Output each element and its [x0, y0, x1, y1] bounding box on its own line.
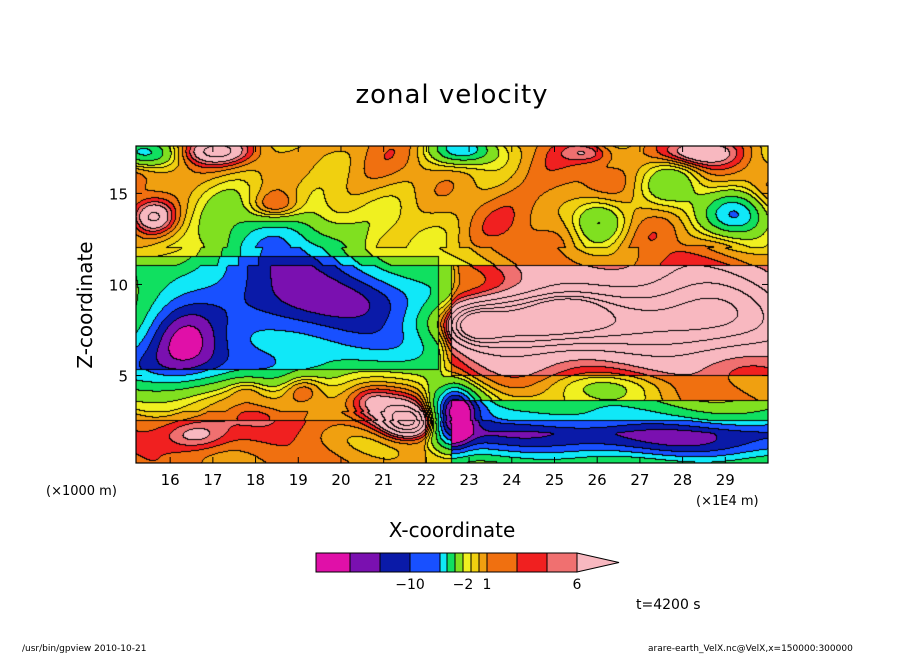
y-tick-label: 5 [118, 368, 128, 386]
x-tick-label: 19 [289, 471, 308, 489]
plot-frame [135, 145, 769, 464]
colorbar-ticks: −10 −2 1 6 [395, 577, 581, 593]
velocity-field [136, 146, 768, 463]
colorbar-swatch [446, 552, 456, 573]
colorbar-swatch [349, 552, 381, 573]
colorbar-swatch [470, 552, 480, 573]
time-label: t=4200 s [636, 597, 701, 613]
y-axis-label: Z-coordinate [73, 241, 97, 368]
colorbar-swatch [546, 552, 578, 573]
x-axis-ticks: 16 17 18 19 20 21 22 23 24 25 26 27 28 29 [161, 146, 735, 489]
x-tick-label: 25 [545, 471, 564, 489]
x-tick-label: 28 [673, 471, 692, 489]
x-tick-label: 29 [716, 471, 735, 489]
colorbar-tick-label: 6 [573, 577, 582, 593]
colorbar-tick-label: 1 [483, 577, 492, 593]
x-unit-left: (×1000 m) [46, 484, 117, 499]
colorbar-tick-label: −2 [453, 577, 474, 593]
x-axis-label: X-coordinate [389, 518, 516, 542]
x-unit-right: (×1E4 m) [696, 494, 759, 509]
footer-source: arare-earth_VelX.nc@VelX,x=150000:300000 [648, 644, 853, 654]
x-tick-label: 23 [460, 471, 479, 489]
colorbar [315, 552, 620, 573]
x-tick-label: 24 [502, 471, 521, 489]
colorbar-tick-label: −10 [395, 577, 425, 593]
y-tick-label: 15 [109, 185, 128, 203]
x-tick-label: 17 [203, 471, 222, 489]
x-tick-label: 22 [417, 471, 436, 489]
footer-program: /usr/bin/gpview 2010-10-21 [22, 644, 146, 654]
x-tick-label: 18 [246, 471, 265, 489]
plot-area [135, 145, 769, 464]
colorbar-swatch [462, 552, 472, 573]
colorbar-swatch [315, 552, 351, 573]
x-tick-label: 16 [161, 471, 180, 489]
x-tick-label: 20 [331, 471, 350, 489]
colorbar-swatch [454, 552, 464, 573]
x-tick-label: 27 [630, 471, 649, 489]
colorbar-swatch [409, 552, 441, 573]
colorbar-swatch [439, 552, 448, 573]
colorbar-swatch [478, 552, 488, 573]
colorbar-arrow [576, 552, 620, 573]
colorbar-swatch [486, 552, 518, 573]
colorbar-swatch [379, 552, 411, 573]
colorbar-swatch [516, 552, 548, 573]
y-tick-label: 10 [109, 276, 128, 294]
chart-title: zonal velocity [355, 80, 548, 110]
x-tick-label: 26 [588, 471, 607, 489]
y-axis-ticks: 5 10 15 [109, 185, 768, 386]
x-tick-label: 21 [374, 471, 393, 489]
